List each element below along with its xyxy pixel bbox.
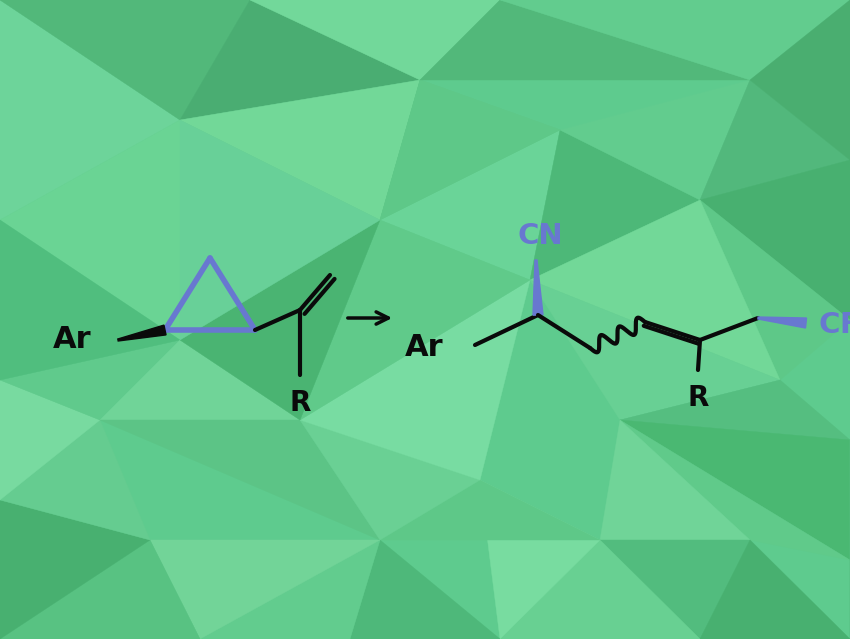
Polygon shape [750, 0, 850, 160]
Polygon shape [380, 80, 560, 220]
Polygon shape [530, 130, 700, 280]
Polygon shape [118, 325, 166, 341]
Polygon shape [533, 260, 543, 315]
Text: CN: CN [517, 222, 563, 250]
Polygon shape [100, 420, 380, 540]
Polygon shape [380, 80, 560, 220]
Polygon shape [180, 220, 380, 420]
Polygon shape [0, 540, 200, 639]
Polygon shape [700, 80, 850, 200]
Polygon shape [700, 160, 850, 320]
Polygon shape [620, 380, 850, 440]
Polygon shape [620, 420, 850, 560]
Polygon shape [530, 280, 780, 420]
Polygon shape [480, 480, 600, 639]
Polygon shape [700, 540, 850, 639]
Polygon shape [380, 130, 560, 280]
Polygon shape [0, 420, 150, 540]
Text: R: R [688, 384, 709, 412]
Polygon shape [500, 0, 850, 80]
Polygon shape [600, 420, 750, 540]
Polygon shape [0, 0, 250, 120]
Text: Ar: Ar [405, 334, 443, 362]
Polygon shape [0, 380, 100, 500]
Polygon shape [350, 540, 500, 639]
Polygon shape [180, 120, 380, 340]
Polygon shape [420, 0, 750, 80]
Polygon shape [180, 80, 420, 220]
Polygon shape [100, 340, 300, 420]
Polygon shape [0, 340, 180, 420]
Polygon shape [300, 220, 530, 420]
Polygon shape [200, 540, 380, 639]
Polygon shape [0, 0, 180, 220]
Text: Ar: Ar [53, 325, 91, 355]
Text: R: R [289, 389, 311, 417]
Polygon shape [300, 280, 530, 480]
Polygon shape [0, 220, 180, 380]
Polygon shape [250, 0, 500, 80]
Polygon shape [620, 420, 850, 560]
Polygon shape [758, 317, 807, 328]
Polygon shape [600, 540, 750, 639]
Polygon shape [0, 500, 150, 639]
Text: CF$_3$: CF$_3$ [818, 310, 850, 340]
Polygon shape [530, 200, 780, 380]
Polygon shape [500, 540, 700, 639]
Polygon shape [0, 120, 180, 340]
Polygon shape [150, 540, 380, 639]
Polygon shape [700, 200, 850, 380]
Polygon shape [300, 420, 480, 540]
Polygon shape [380, 480, 600, 540]
Polygon shape [180, 0, 420, 120]
Polygon shape [560, 80, 750, 200]
